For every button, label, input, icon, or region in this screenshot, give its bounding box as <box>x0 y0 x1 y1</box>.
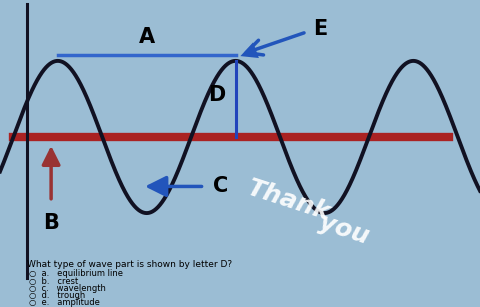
Text: ○  c.   wavelength: ○ c. wavelength <box>29 284 106 293</box>
Text: ○  d.   trough: ○ d. trough <box>29 291 85 300</box>
Text: ○  e.   amplitude: ○ e. amplitude <box>29 298 100 307</box>
Text: What type of wave part is shown by letter D?: What type of wave part is shown by lette… <box>27 260 232 269</box>
Text: Thank: Thank <box>244 176 334 226</box>
Text: A: A <box>139 27 155 47</box>
Text: ○  a.   equilibrium line: ○ a. equilibrium line <box>29 269 123 278</box>
Text: B: B <box>43 213 59 233</box>
Text: E: E <box>313 19 327 39</box>
Text: C: C <box>213 177 228 196</box>
Text: you: you <box>315 210 372 249</box>
Text: ○  b.   crest: ○ b. crest <box>29 277 78 286</box>
Text: D: D <box>208 85 226 105</box>
